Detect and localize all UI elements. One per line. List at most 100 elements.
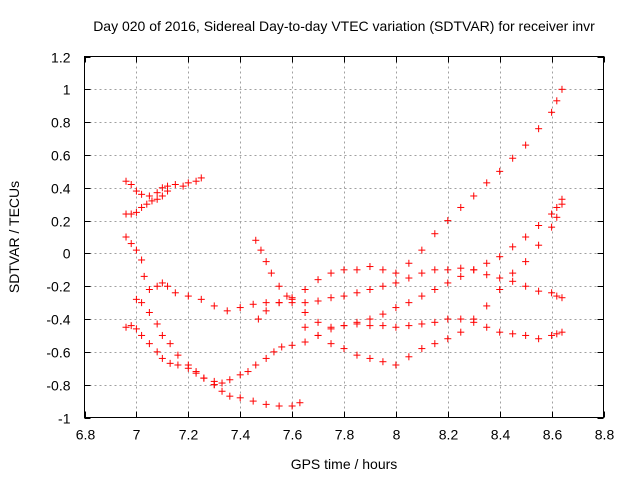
x-tick-label: 8.8 — [595, 427, 615, 443]
data-point — [301, 299, 309, 307]
data-point — [483, 179, 491, 187]
data-point — [244, 368, 252, 376]
data-point — [278, 343, 286, 351]
data-point — [366, 315, 374, 323]
data-point — [558, 85, 566, 93]
data-point — [218, 379, 226, 387]
data-point — [158, 331, 166, 339]
data-point — [483, 323, 491, 331]
data-point — [267, 269, 275, 277]
data-point — [122, 233, 130, 241]
data-point — [171, 180, 179, 188]
data-point — [132, 187, 140, 195]
data-point — [296, 399, 304, 407]
data-point — [210, 302, 218, 310]
data-point — [558, 328, 566, 336]
data-point — [353, 266, 361, 274]
data-point — [327, 323, 335, 331]
y-tick-label: -0.4 — [46, 312, 70, 328]
data-point — [197, 295, 205, 303]
data-point — [153, 320, 161, 328]
data-point — [379, 322, 387, 330]
x-tick-label: 8.2 — [439, 427, 459, 443]
data-point — [148, 197, 156, 205]
data-point — [392, 269, 400, 277]
data-point — [392, 279, 400, 287]
data-point — [548, 331, 556, 339]
data-point — [132, 208, 140, 216]
data-point — [174, 361, 182, 369]
data-point — [392, 304, 400, 312]
data-point — [164, 282, 172, 290]
data-point — [262, 400, 270, 408]
data-point — [457, 203, 465, 211]
data-point — [127, 210, 135, 218]
data-point — [301, 323, 309, 331]
data-point — [340, 322, 348, 330]
data-point — [275, 282, 283, 290]
data-point — [127, 322, 135, 330]
data-point — [444, 279, 452, 287]
x-tick-label: 6.8 — [76, 427, 96, 443]
data-point — [483, 271, 491, 279]
data-point — [184, 292, 192, 300]
data-point — [535, 125, 543, 133]
data-point — [405, 299, 413, 307]
data-point — [145, 308, 153, 316]
data-point — [553, 292, 561, 300]
data-point — [379, 282, 387, 290]
data-point — [262, 258, 270, 266]
data-point — [457, 264, 465, 272]
data-point — [553, 213, 561, 221]
data-point — [262, 307, 270, 315]
data-point — [122, 177, 130, 185]
x-tick-label: 7.8 — [335, 427, 355, 443]
data-point — [522, 233, 530, 241]
data-point — [553, 97, 561, 105]
data-point — [457, 328, 465, 336]
data-point — [314, 297, 322, 305]
data-point — [236, 371, 244, 379]
data-point — [327, 294, 335, 302]
x-tick-label: 7 — [133, 427, 141, 443]
data-point — [405, 322, 413, 330]
data-point — [535, 335, 543, 343]
y-tick-label: -0.8 — [46, 378, 70, 394]
data-point — [254, 315, 262, 323]
data-point — [392, 323, 400, 331]
data-point — [218, 387, 226, 395]
data-point — [143, 200, 151, 208]
data-point — [340, 345, 348, 353]
data-point — [509, 330, 517, 338]
data-point — [127, 240, 135, 248]
data-point — [457, 272, 465, 280]
data-point — [200, 374, 208, 382]
data-point — [340, 292, 348, 300]
data-point — [405, 353, 413, 361]
data-point — [405, 259, 413, 267]
data-point — [535, 287, 543, 295]
data-point — [366, 286, 374, 294]
data-point — [314, 276, 322, 284]
data-point — [553, 330, 561, 338]
data-point — [535, 241, 543, 249]
y-tick-label: 1.2 — [51, 50, 71, 66]
data-point — [379, 358, 387, 366]
data-point — [366, 263, 374, 271]
data-point — [145, 286, 153, 294]
data-point — [262, 354, 270, 362]
data-point — [249, 300, 257, 308]
y-tick-label: -1 — [58, 411, 71, 427]
data-point — [509, 277, 517, 285]
y-tick-label: 0.6 — [51, 148, 71, 164]
data-point — [288, 294, 296, 302]
data-point — [496, 274, 504, 282]
data-point — [301, 286, 309, 294]
data-point — [327, 340, 335, 348]
x-tick-label: 7.6 — [283, 427, 303, 443]
data-point — [418, 292, 426, 300]
data-point — [444, 335, 452, 343]
x-tick-label: 8.4 — [491, 427, 511, 443]
chart-title: Day 020 of 2016, Sidereal Day-to-day VTE… — [93, 18, 595, 34]
